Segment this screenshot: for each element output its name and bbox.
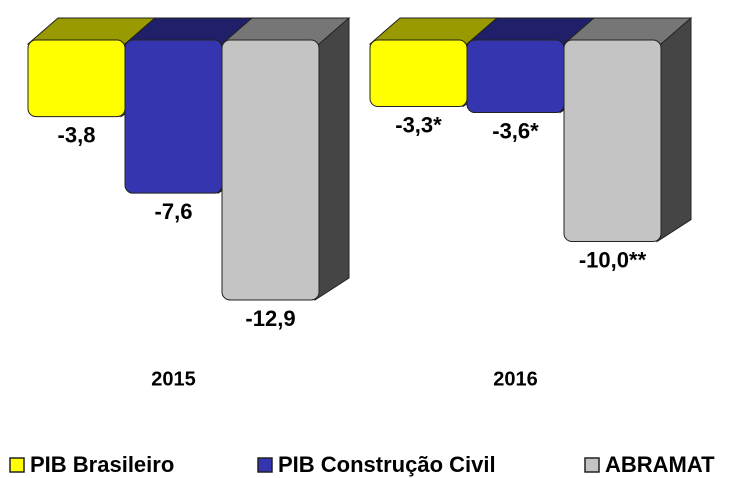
bar	[27, 39, 126, 118]
value-label: -3,6*	[492, 118, 539, 143]
legend-label: PIB Construção Civil	[278, 452, 496, 477]
value-label: -10,0**	[579, 247, 647, 272]
legend-swatch	[584, 457, 600, 473]
bar	[124, 39, 223, 194]
bar	[563, 39, 662, 243]
legend-swatch	[9, 457, 25, 473]
bar	[369, 39, 468, 108]
value-label: -3,3*	[395, 112, 442, 137]
legend-swatch	[257, 457, 273, 473]
bar-side	[314, 17, 350, 301]
legend-label: ABRAMAT	[605, 452, 715, 477]
legend-label: PIB Brasileiro	[30, 452, 174, 477]
value-label: -3,8	[58, 122, 96, 147]
value-label: -12,9	[245, 306, 295, 331]
value-label: -7,6	[155, 199, 193, 224]
category-label: 2015	[151, 368, 196, 390]
bar-side	[656, 17, 692, 243]
category-label: 2016	[493, 368, 538, 390]
bar	[221, 39, 320, 301]
bar	[466, 39, 565, 114]
